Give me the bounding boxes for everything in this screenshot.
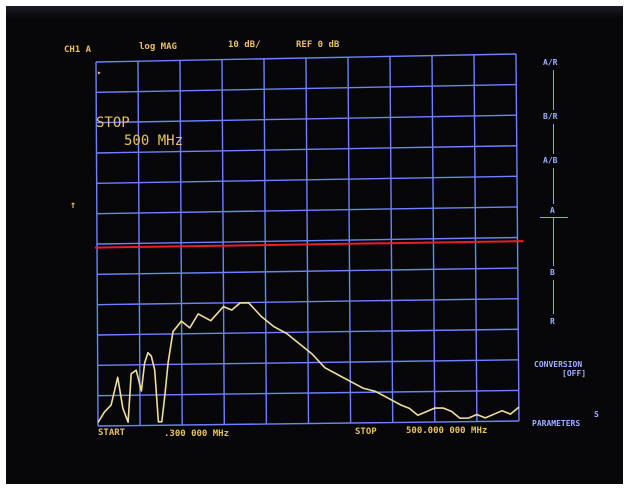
reference-label: REF 0 dB bbox=[296, 40, 340, 50]
softkey-connector bbox=[553, 218, 554, 266]
softkey-connector bbox=[553, 280, 554, 314]
softkey-divider bbox=[540, 217, 568, 218]
grid-horizontal-line bbox=[97, 267, 518, 276]
start-value: .300 000 MHz bbox=[164, 429, 230, 439]
stop-label: STOP bbox=[355, 427, 377, 437]
grid-horizontal-line bbox=[96, 175, 518, 185]
stop-value: 500.000 000 MHz bbox=[406, 426, 488, 436]
channel-label: CH1 A bbox=[64, 45, 92, 55]
softkey-r[interactable]: R bbox=[550, 317, 555, 326]
grid-horizontal-line bbox=[96, 145, 517, 154]
grid-horizontal-line bbox=[96, 236, 518, 245]
softkey-a-r[interactable]: A/R bbox=[543, 58, 558, 67]
format-label: log MAG bbox=[139, 42, 177, 52]
grid-horizontal-line bbox=[96, 83, 517, 94]
softkey-a-b[interactable]: A/B bbox=[543, 156, 558, 165]
grid-horizontal-line bbox=[96, 114, 517, 124]
softkey-parameters-s[interactable]: S bbox=[594, 410, 599, 419]
grid-horizontal-line bbox=[95, 53, 517, 63]
grid-horizontal-line bbox=[97, 420, 520, 427]
softkey-menu: A/R B/R A/B A B R bbox=[522, 58, 608, 328]
analyzer-screen: CH1 A log MAG 10 dB/ REF 0 dB ▸ ↑ STOP 5… bbox=[6, 6, 623, 484]
stop-annotation-value: 500 MHz bbox=[124, 133, 184, 149]
reference-line bbox=[95, 240, 524, 249]
scale-label: 10 dB/ bbox=[228, 40, 261, 50]
softkey-parameters[interactable]: PARAMETERS bbox=[532, 419, 581, 428]
marker-icon: ▸ bbox=[97, 68, 102, 77]
graticule bbox=[95, 53, 520, 427]
trace-plot bbox=[95, 53, 524, 427]
grid-horizontal-line bbox=[96, 206, 518, 215]
grid-horizontal-line bbox=[97, 389, 519, 397]
stop-annotation-label: STOP bbox=[96, 115, 130, 131]
start-label: START bbox=[98, 428, 126, 438]
softkey-conversion-state: [OFF] bbox=[562, 369, 587, 378]
softkey-connector bbox=[553, 168, 554, 204]
softkey-b-r[interactable]: B/R bbox=[543, 112, 558, 121]
ref-arrow-icon: ↑ bbox=[70, 200, 77, 211]
grid-horizontal-line bbox=[97, 297, 519, 306]
trace-line bbox=[97, 301, 520, 424]
softkey-b[interactable]: B bbox=[550, 268, 555, 277]
softkey-connector bbox=[553, 124, 554, 154]
softkey-connector bbox=[553, 70, 554, 110]
softkey-a[interactable]: A bbox=[550, 206, 555, 215]
grid-horizontal-line bbox=[97, 328, 519, 336]
softkey-conversion[interactable]: CONVERSION bbox=[534, 360, 583, 369]
